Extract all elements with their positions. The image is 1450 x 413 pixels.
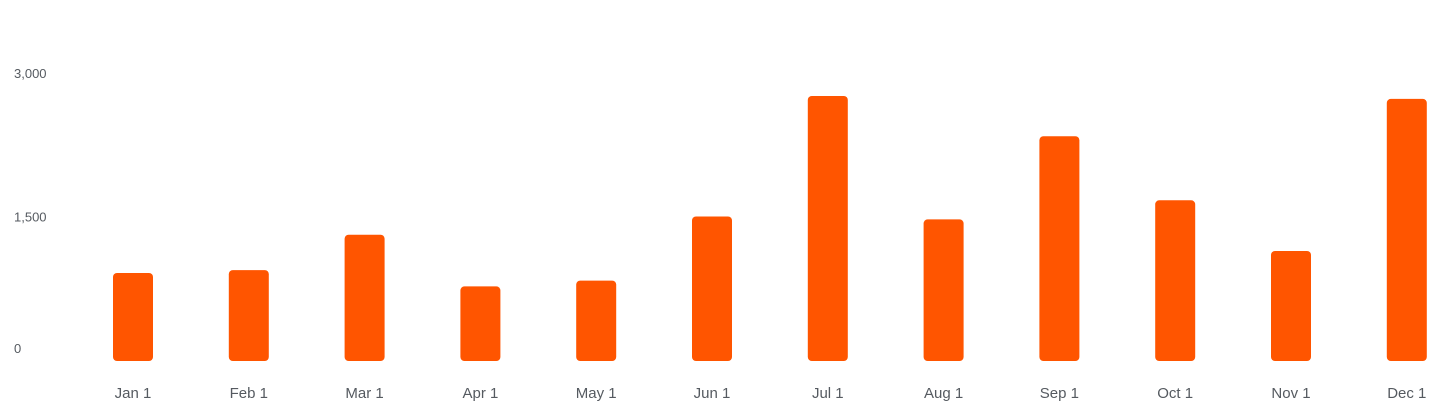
y-tick-label: 0 xyxy=(14,341,21,356)
x-tick-label: Jan 1 xyxy=(115,385,152,402)
bar-may-1[interactable] xyxy=(576,280,617,361)
bar-apr-1[interactable] xyxy=(460,286,501,361)
bar-jan-1[interactable] xyxy=(113,273,153,361)
bar-sep-1[interactable] xyxy=(1039,136,1080,361)
x-tick-label: Feb 1 xyxy=(230,385,268,402)
x-tick-label: Mar 1 xyxy=(345,385,383,402)
y-tick-label: 3,000 xyxy=(14,66,47,81)
x-tick-label: Jul 1 xyxy=(812,385,844,402)
bar-aug-1[interactable] xyxy=(923,219,964,361)
bar-oct-1[interactable] xyxy=(1155,200,1196,361)
bar-mar-1[interactable] xyxy=(344,234,385,361)
x-tick-label: May 1 xyxy=(576,385,617,402)
x-tick-label: Oct 1 xyxy=(1157,385,1193,402)
x-tick-label: Aug 1 xyxy=(924,385,963,402)
bar-nov-1[interactable] xyxy=(1271,251,1311,361)
x-tick-label: Nov 1 xyxy=(1271,385,1310,402)
x-tick-label: Sep 1 xyxy=(1040,385,1079,402)
y-axis: 0 1,500 3,000 xyxy=(14,66,47,356)
x-axis: Jan 1 Feb 1 Mar 1 Apr 1 May 1 Jun 1 Jul 1 Aug 1… xyxy=(115,385,1427,402)
bar-feb-1[interactable] xyxy=(228,270,269,361)
bar-jun-1[interactable] xyxy=(692,216,732,362)
bar-jul-1[interactable] xyxy=(807,96,848,361)
x-tick-label: Dec 1 xyxy=(1387,385,1426,402)
bar-series xyxy=(113,96,1427,362)
x-tick-label: Apr 1 xyxy=(462,385,498,402)
x-tick-label: Jun 1 xyxy=(694,385,731,402)
bar-dec-1[interactable] xyxy=(1386,98,1427,362)
y-tick-label: 1,500 xyxy=(14,210,47,225)
